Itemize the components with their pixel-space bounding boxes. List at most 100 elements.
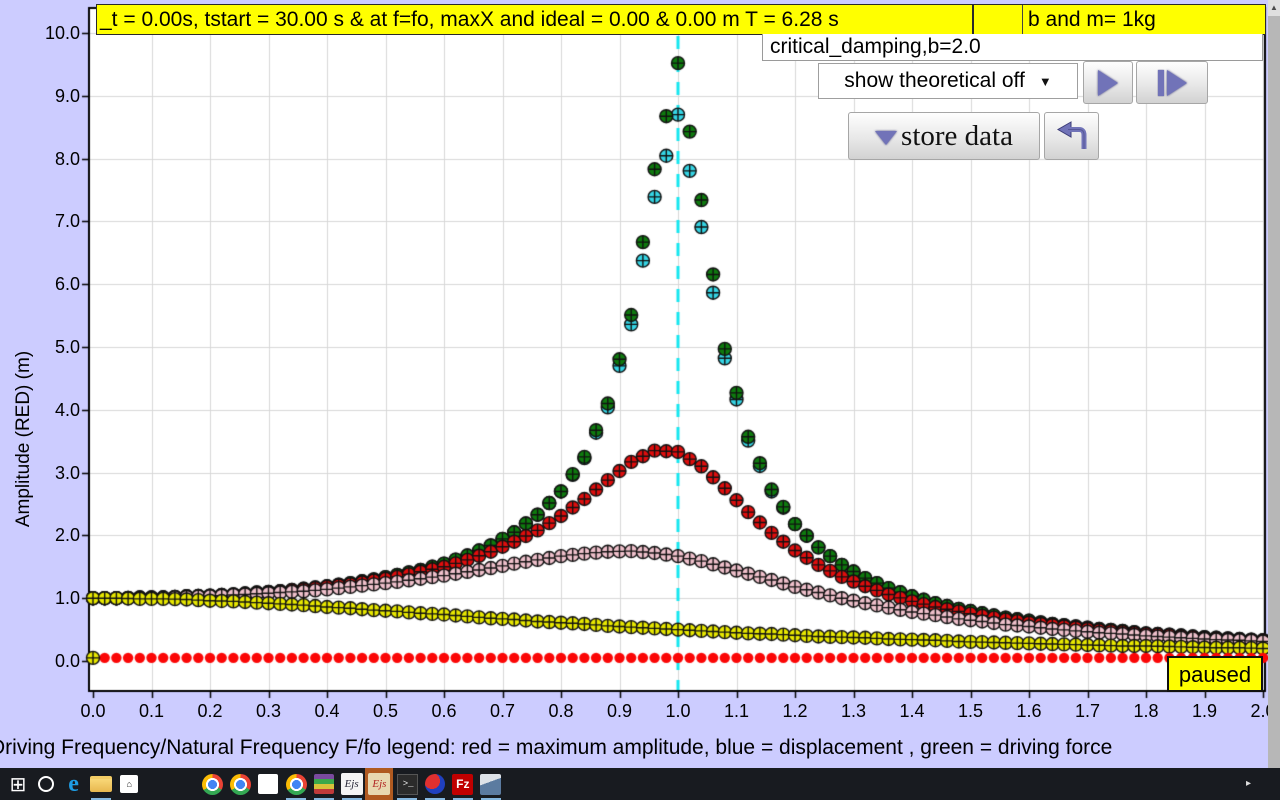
running-app-indicator	[480, 798, 501, 800]
y-tick-label: 2.0	[54, 525, 80, 546]
edge-icon-glyph: e	[68, 770, 79, 797]
store-icon[interactable]: ⌂	[115, 768, 143, 800]
x-axis-legend-text: Driving Frequency/Natural Frequency F/fo…	[0, 736, 1113, 759]
start-button-glyph: ⊞	[9, 773, 27, 796]
file-explorer-icon-glyph	[90, 776, 113, 792]
y-tick-label: 10.0	[44, 23, 80, 43]
running-app-indicator	[397, 798, 418, 800]
paused-status-badge: paused	[1167, 656, 1263, 692]
x-tick-label: 1.8	[1133, 701, 1159, 721]
ball-app-icon[interactable]	[421, 768, 449, 800]
y-axis-title: Amplitude (RED) (m)	[13, 350, 34, 528]
y-tick-label: 5.0	[54, 337, 80, 357]
chrome-icon-3-glyph	[285, 773, 307, 795]
x-tick-label: 0.9	[606, 701, 633, 721]
running-app-indicator	[91, 798, 112, 800]
office-grid-icon-glyph	[258, 774, 279, 794]
y-tick-label: 0.0	[54, 651, 80, 671]
cortana-button-glyph	[37, 776, 54, 792]
x-tick-label: 1.1	[723, 701, 750, 721]
triangle-down-icon	[875, 131, 898, 145]
y-tick-label: 1.0	[54, 588, 80, 609]
x-tick-label: 1.6	[1016, 701, 1042, 721]
x-tick-label: 1.3	[840, 701, 867, 721]
show-theoretical-dropdown-label: show theoretical off	[844, 69, 1025, 92]
y-tick-label: 6.0	[54, 274, 80, 295]
x-tick-label: 0.2	[197, 701, 223, 721]
show-hidden-icons-arrow[interactable]: ▸	[1246, 778, 1252, 789]
step-bar-icon	[1157, 69, 1164, 96]
ejs-orange-icon-glyph: Ejs	[368, 773, 391, 795]
y-tick-label: 8.0	[54, 148, 80, 169]
x-tick-label: 1.7	[1074, 701, 1101, 721]
status-banner-time: _t = 0.00s, tstart = 30.00 s & at f=fo, …	[96, 4, 973, 35]
vertical-scrollbar[interactable]: ▲ ▼	[1268, 0, 1280, 785]
damping-label-popup: critical_damping,b=2.0	[762, 34, 1263, 61]
show-theoretical-dropdown[interactable]: show theoretical off ▼	[818, 63, 1078, 99]
chrome-icon-3[interactable]	[282, 768, 310, 800]
winrar-icon[interactable]	[310, 768, 338, 800]
running-app-indicator	[341, 798, 362, 800]
writer-doc-icon[interactable]	[143, 768, 171, 800]
x-tick-label: 0.1	[138, 701, 165, 721]
filezilla-icon[interactable]: Fz	[449, 768, 477, 800]
status-banner-mass: b and m= 1kg	[973, 4, 1266, 35]
x-tick-label: 1.5	[957, 701, 984, 721]
chevron-down-icon: ▼	[1038, 73, 1052, 89]
running-app-indicator	[286, 798, 306, 800]
x-tick-label: 0.6	[431, 701, 457, 721]
undo-arrow-icon	[1056, 121, 1086, 149]
running-app-indicator	[313, 798, 334, 800]
photos-icon-glyph	[480, 773, 502, 795]
x-tick-label: 0.3	[255, 701, 282, 721]
office-grid-icon[interactable]	[254, 768, 282, 800]
damping-label-text: critical_damping,b=2.0	[770, 35, 981, 58]
reset-undo-button[interactable]	[1044, 112, 1099, 160]
cmd-icon-glyph: >_	[396, 773, 418, 795]
file-explorer-icon[interactable]	[87, 768, 115, 800]
x-tick-label: 0.7	[489, 701, 516, 721]
play-button[interactable]	[1083, 61, 1133, 104]
chrome-icon-1[interactable]	[199, 768, 227, 800]
ejs-white-icon-glyph: Ejs	[340, 773, 363, 795]
y-tick-label: 4.0	[54, 399, 80, 420]
y-tick-label: 7.0	[54, 211, 80, 232]
winrar-icon-glyph	[313, 774, 334, 794]
step-triangle-icon	[1166, 69, 1187, 96]
cmd-icon[interactable]: >_	[393, 768, 421, 800]
ejs-orange-icon[interactable]: Ejs	[365, 768, 394, 800]
photos-icon[interactable]	[477, 768, 505, 800]
status-banner-mass-text: b and m= 1kg	[1028, 7, 1156, 31]
scroll-up-icon[interactable]: ▲	[1268, 0, 1280, 16]
chrome-icon-1-glyph	[202, 773, 224, 795]
paused-label: paused	[1178, 662, 1252, 687]
x-tick-label: 1.9	[1191, 701, 1218, 721]
store-data-button[interactable]: store data	[848, 112, 1040, 160]
filezilla-icon-glyph: Fz	[452, 773, 474, 795]
x-tick-label: 1.4	[899, 701, 925, 721]
running-app-indicator	[425, 798, 445, 800]
step-button[interactable]	[1136, 61, 1208, 104]
store-icon-glyph: ⌂	[120, 775, 139, 793]
chrome-icon-2[interactable]	[226, 768, 254, 800]
y-tick-label: 3.0	[54, 462, 80, 483]
x-tick-label: 0.8	[548, 701, 574, 721]
edge-icon[interactable]: e	[60, 768, 88, 800]
x-tick-label: 0.0	[80, 701, 106, 721]
x-tick-label: 0.5	[372, 701, 399, 721]
x-tick-label: 0.4	[314, 701, 340, 721]
impress-doc-icon[interactable]	[171, 768, 199, 800]
start-button[interactable]: ⊞	[4, 768, 32, 800]
x-tick-label: 1.0	[665, 701, 691, 721]
store-data-label: store data	[901, 119, 1013, 152]
chrome-icon-2-glyph	[229, 773, 251, 795]
windows-taskbar: ▸ ⊞ e ⌂ Ejs Ejs >_ Fz	[0, 768, 1280, 800]
banner-divider	[1022, 5, 1023, 34]
cortana-button[interactable]	[32, 768, 60, 800]
running-app-indicator	[452, 798, 473, 800]
ball-app-icon-glyph	[425, 774, 445, 794]
status-banner-time-text: _t = 0.00s, tstart = 30.00 s & at f=fo, …	[100, 7, 839, 31]
ejs-white-icon[interactable]: Ejs	[338, 768, 366, 800]
play-icon	[1098, 69, 1118, 96]
